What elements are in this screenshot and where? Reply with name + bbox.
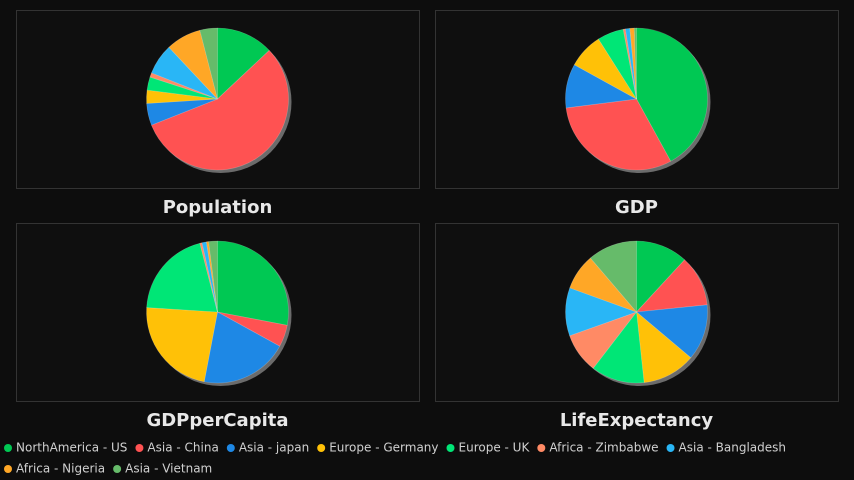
- legend-item: NorthAmerica - US: [4, 441, 127, 455]
- chart-title: Population: [163, 197, 273, 218]
- pie-slice: [622, 28, 637, 100]
- pie-slice: [168, 29, 218, 100]
- pie-slice: [573, 38, 637, 100]
- pie-slice: [633, 27, 637, 100]
- legend-label: Africa - Zimbabwe: [549, 441, 658, 455]
- legend-item: Europe - UK: [446, 441, 531, 455]
- legend-label: Asia - japan: [239, 441, 309, 455]
- pie-slice: [592, 311, 645, 384]
- pie-slice: [146, 76, 218, 100]
- legend-label: Asia - China: [147, 441, 218, 455]
- legend-label: Europe - UK: [459, 441, 531, 455]
- pie-slice: [565, 64, 638, 109]
- legend-swatch: [226, 444, 235, 452]
- pie-slice: [598, 28, 637, 100]
- legend-item: Europe - Germany: [317, 441, 439, 455]
- pie-slice: [199, 242, 218, 313]
- pie-slice: [208, 240, 218, 313]
- legend-swatch: [446, 444, 455, 452]
- pie-slice: [589, 240, 637, 313]
- legend-item: Asia - japan: [226, 441, 309, 455]
- pie-slice: [217, 27, 270, 100]
- pie-slice: [199, 27, 218, 100]
- pie-slice: [635, 304, 708, 359]
- pie-slice: [636, 240, 686, 313]
- pie-slice: [151, 49, 289, 171]
- legend-swatch: [4, 444, 12, 452]
- pie-slice: [569, 311, 638, 369]
- pie-slice: [146, 242, 218, 313]
- legend-label: Asia - Bangladesh: [679, 441, 786, 455]
- pie-slice: [217, 311, 288, 347]
- pie-slice: [201, 241, 218, 313]
- legend-item: Africa - Nigeria: [4, 462, 105, 476]
- legend-swatch: [135, 444, 144, 452]
- pie-slice: [565, 287, 638, 337]
- chart-title: GDP: [615, 197, 658, 218]
- legend-swatch: [113, 465, 122, 473]
- legend-swatch: [4, 465, 12, 473]
- pie-slice: [569, 257, 638, 313]
- pie-slice: [146, 98, 218, 126]
- legend-swatch: [317, 444, 326, 452]
- pie-slice: [636, 27, 708, 162]
- legend-item: Asia - China: [135, 441, 219, 455]
- legend-label: Africa - Nigeria: [16, 462, 105, 476]
- pie-slice: [636, 311, 692, 383]
- legend-item: Africa - Zimbabwe: [537, 441, 659, 455]
- legend-swatch: [537, 444, 546, 452]
- pie-slice: [151, 46, 218, 100]
- legend-label: Europe - Germany: [329, 441, 438, 455]
- pie-slice: [146, 307, 218, 383]
- pie-slice: [635, 259, 708, 313]
- pie-slice: [629, 27, 637, 100]
- pie-slice: [149, 72, 218, 100]
- pie-slice: [565, 98, 672, 171]
- chart-title: GDPperCapita: [146, 410, 288, 431]
- legend-item: Asia - Vietnam: [113, 462, 212, 476]
- legend-swatch: [666, 444, 675, 452]
- chart-title: LifeExpectancy: [560, 410, 714, 431]
- pie-slice: [625, 27, 637, 100]
- legend-label: Asia - Vietnam: [125, 462, 212, 476]
- pie-slice: [203, 311, 281, 384]
- legend-label: NorthAmerica - US: [16, 441, 127, 455]
- pie-slice: [146, 89, 218, 104]
- legend-item: Asia - Bangladesh: [666, 441, 786, 455]
- pie-slice: [217, 240, 289, 326]
- pie-slice: [206, 241, 218, 313]
